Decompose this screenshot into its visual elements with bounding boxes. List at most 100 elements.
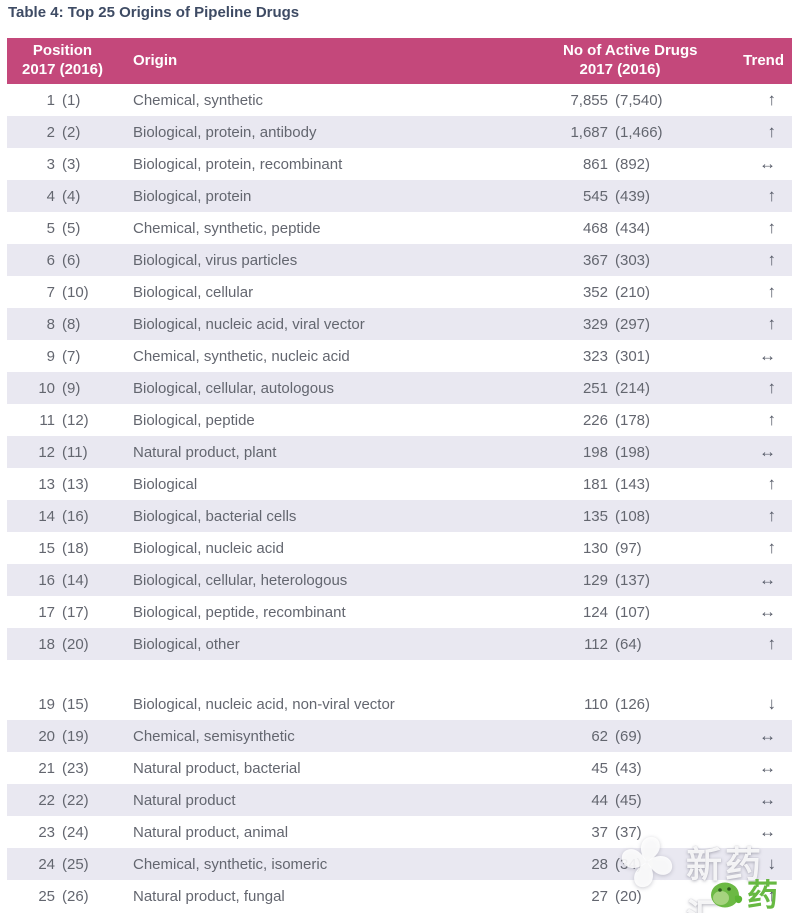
table-row: 10 (9) Biological, cellular, autologous …: [7, 372, 792, 404]
pinwheel-logo-icon: [619, 834, 675, 890]
origin-cell: Biological, protein, recombinant: [133, 155, 343, 173]
origin-cell: Chemical, synthetic: [133, 91, 264, 109]
table-row: 16 (14) Biological, cellular, heterologo…: [7, 564, 792, 596]
table-row: 8 (8) Biological, nucleic acid, viral ve…: [7, 308, 792, 340]
drug-count-2017: 62: [591, 727, 608, 745]
position-2017: 20: [38, 727, 55, 745]
position-2016: (3): [62, 155, 81, 173]
position-2016: (8): [62, 315, 81, 333]
table-row: 14 (16) Biological, bacterial cells 135 …: [7, 500, 792, 532]
position-cell: 22 (22): [7, 792, 118, 809]
drug-count-cell: 181 (143): [521, 476, 677, 493]
position-2017: 4: [46, 187, 55, 205]
drug-count-cell: 135 (108): [521, 508, 677, 525]
table-row: 22 (22) Natural product 44 (45) ↔: [7, 784, 792, 816]
position-cell: 19 (15): [7, 696, 118, 713]
drug-count-2016: (303): [615, 251, 651, 269]
position-cell: 12 (11): [7, 444, 118, 461]
watermark-brand-yaodu: 药渡: [747, 878, 779, 913]
position-2016: (10): [62, 283, 89, 301]
position-2017: 5: [46, 219, 55, 237]
drug-count-2017: 468: [582, 219, 608, 237]
drug-count-2017: 7,855: [570, 91, 608, 109]
trend-arrow-icon: ↔: [759, 602, 776, 621]
header-active-drugs: No of Active Drugs 2017 (2016): [563, 42, 697, 80]
drug-count-cell: 251 (214): [521, 380, 677, 397]
position-2016: (15): [62, 695, 89, 713]
table-row: 12 (11) Natural product, plant 198 (198)…: [7, 436, 792, 468]
table-row: 19 (15) Biological, nucleic acid, non-vi…: [7, 688, 792, 720]
drug-count-cell: 352 (210): [521, 284, 677, 301]
position-cell: 10 (9): [7, 380, 118, 397]
trend-arrow-icon: ↓: [767, 854, 777, 873]
drug-count-cell: 129 (137): [521, 572, 677, 589]
origin-cell: Natural product, fungal: [133, 887, 285, 905]
position-2017: 6: [46, 251, 55, 269]
position-2016: (17): [62, 603, 89, 621]
table-row: 20 (19) Chemical, semisynthetic 62 (69) …: [7, 720, 792, 752]
origin-cell: Biological, virus particles: [133, 251, 298, 269]
trend-arrow-icon: ↑: [767, 886, 777, 905]
position-2016: (6): [62, 251, 81, 269]
drug-count-2016: (439): [615, 187, 651, 205]
position-2017: 11: [39, 411, 55, 429]
drug-count-2017: 27: [591, 887, 608, 905]
drug-count-2017: 251: [582, 379, 608, 397]
drug-count-cell: 124 (107): [521, 604, 677, 621]
drug-count-2016: (126): [615, 695, 651, 713]
drug-count-cell: 323 (301): [521, 348, 677, 365]
drug-count-2016: (108): [615, 507, 651, 525]
origin-cell: Biological, peptide, recombinant: [133, 603, 346, 621]
page-title: Table 4: Top 25 Origins of Pipeline Drug…: [8, 4, 300, 21]
drug-count-2016: (45): [615, 791, 642, 809]
origin-cell: Natural product, bacterial: [133, 759, 301, 777]
trend-arrow-icon: ↑: [767, 538, 777, 557]
trend-arrow-icon: ↔: [759, 758, 776, 777]
trend-arrow-icon: ↑: [767, 474, 777, 493]
drug-count-2017: 198: [582, 443, 608, 461]
trend-arrow-icon: ↔: [759, 154, 776, 173]
drug-count-cell: 468 (434): [521, 220, 677, 237]
table-row: 9 (7) Chemical, synthetic, nucleic acid …: [7, 340, 792, 372]
position-cell: 2 (2): [7, 124, 118, 141]
table-row: 3 (3) Biological, protein, recombinant 8…: [7, 148, 792, 180]
header-position-line1: Position: [32, 42, 93, 60]
drug-count-2016: (301): [615, 347, 651, 365]
position-2017: 14: [38, 507, 55, 525]
table-row: 25 (26) Natural product, fungal 27 (20) …: [7, 880, 792, 912]
drug-count-2017: 135: [582, 507, 608, 525]
header-position-line2: 2017 (2016): [22, 61, 103, 78]
position-cell: 14 (16): [7, 508, 118, 525]
origin-cell: Chemical, synthetic, nucleic acid: [133, 347, 350, 365]
drug-count-2016: (107): [615, 603, 651, 621]
origin-cell: Chemical, synthetic, isomeric: [133, 855, 328, 873]
position-2017: 10: [38, 379, 55, 397]
drug-count-2016: (69): [615, 727, 642, 745]
position-cell: 21 (23): [7, 760, 118, 777]
drug-count-2017: 329: [582, 315, 608, 333]
drug-count-cell: 367 (303): [521, 252, 677, 269]
position-2017: 7: [46, 283, 55, 301]
position-2016: (2): [62, 123, 81, 141]
drug-count-cell: 7,855 (7,540): [521, 92, 677, 109]
drug-count-cell: 329 (297): [521, 316, 677, 333]
drug-count-cell: 44 (45): [521, 792, 677, 809]
trend-arrow-icon: ↑: [767, 410, 777, 429]
trend-arrow-icon: ↔: [759, 346, 776, 365]
position-2016: (20): [62, 635, 89, 653]
position-2016: (25): [62, 855, 89, 873]
trend-arrow-icon: ↑: [767, 90, 777, 109]
trend-arrow-icon: ↑: [767, 634, 777, 653]
table-header-row: Position 2017 (2016) Origin No of Active…: [7, 38, 792, 84]
drug-count-2017: 545: [582, 187, 608, 205]
header-origin: Origin: [133, 51, 178, 69]
position-cell: 3 (3): [7, 156, 118, 173]
position-2016: (16): [62, 507, 89, 525]
origin-cell: Biological, nucleic acid: [133, 539, 284, 557]
drug-count-2017: 129: [582, 571, 608, 589]
header-position: Position 2017 (2016): [7, 42, 118, 80]
table-row: 18 (20) Biological, other 112 (64) ↑: [7, 628, 792, 660]
origin-cell: Biological, nucleic acid, non-viral vect…: [133, 695, 395, 713]
position-cell: 6 (6): [7, 252, 118, 269]
